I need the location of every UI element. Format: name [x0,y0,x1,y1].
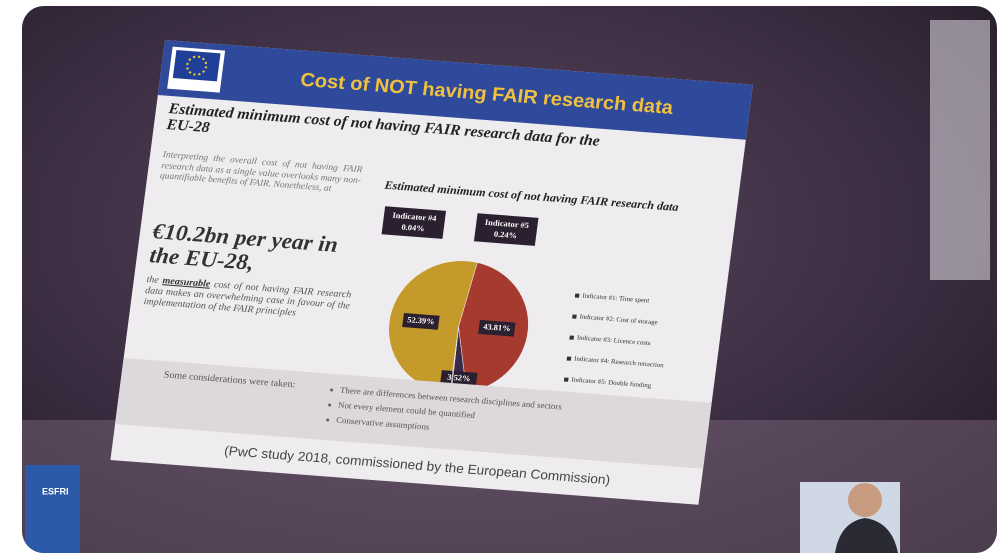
slide: Cost of NOT having FAIR research data Es… [110,40,753,505]
callout-value: 0.04% [401,223,425,233]
sign-text: ESFRI [42,486,69,496]
body-lead: the [146,275,159,286]
page: {"slide": { "title": "Cost of NOT having… [0,0,1007,553]
legend-swatch [564,377,569,381]
sign-panel [25,465,80,553]
callout-box [474,213,539,246]
photo: ESFRI Cost of NOT having FAIR research d… [0,0,1007,553]
legend-swatch [575,293,580,297]
speaker-stack [930,20,990,280]
legend-swatch [569,335,574,339]
eu-flag [173,50,221,81]
legend-swatch [567,356,572,360]
callout-box [382,206,447,239]
speaker-head [848,483,882,517]
callout-value: 0.24% [493,230,517,240]
legend-swatch [572,314,577,318]
slice-label: 3.52% [447,373,471,383]
